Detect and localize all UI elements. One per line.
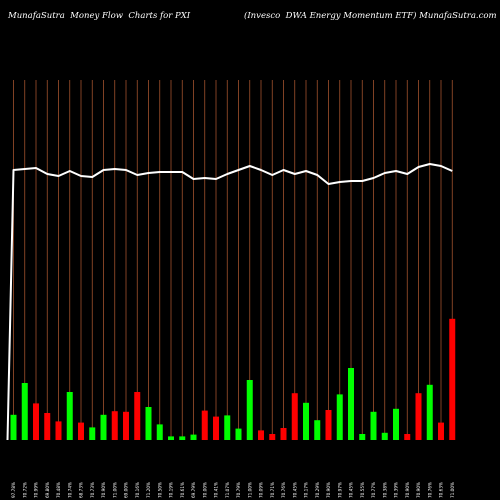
x-tick-label: 70.72%: [22, 482, 27, 498]
money-flow-bar: [33, 403, 39, 440]
money-flow-bar: [235, 428, 242, 440]
money-flow-bar: [213, 416, 219, 440]
x-tick-label: 70.09%: [259, 482, 264, 498]
money-flow-bar: [44, 413, 51, 440]
money-flow-bar: [100, 414, 107, 440]
x-tick-label: 70.63%: [439, 482, 444, 498]
x-tick-label: 70.45%: [349, 482, 354, 498]
x-tick-label: 70.77%: [371, 482, 376, 498]
x-tick-label: 70.90%: [405, 482, 410, 498]
money-flow-bar: [123, 411, 129, 440]
money-flow-bar: [325, 410, 332, 440]
money-flow-bar: [201, 410, 208, 440]
x-tick-label: 70.41%: [214, 482, 219, 498]
money-flow-bar: [224, 415, 231, 440]
money-flow-bar: [156, 424, 163, 440]
money-flow-bar: [111, 411, 118, 440]
money-flow-bar: [415, 393, 422, 440]
x-tick-label: 69.79%: [191, 482, 196, 498]
x-tick-label: 70.97%: [337, 482, 342, 498]
x-tick-label: 70.99%: [34, 482, 39, 498]
money-flow-bar: [269, 434, 276, 440]
money-flow-bar: [303, 402, 309, 440]
money-flow-bar: [55, 421, 62, 440]
price-line: [6, 163, 453, 441]
x-tick-label: 70.45%: [292, 482, 297, 498]
money-flow-bar: [426, 384, 433, 440]
money-flow-bar: [336, 394, 343, 440]
x-tick-label: 70.19%: [169, 482, 174, 498]
money-flow-bar: [190, 434, 197, 440]
x-tick-label: 70.39%: [394, 482, 399, 498]
money-flow-bar: [89, 427, 96, 440]
money-flow-bar: [449, 318, 456, 440]
money-flow-bar: [134, 392, 141, 440]
x-tick-label: 71.00%: [112, 482, 117, 498]
money-flow-bar: [246, 380, 253, 440]
x-tick-label: 70.17%: [304, 482, 309, 498]
x-tick-label: 70.16%: [135, 482, 140, 498]
x-tick-label: 69.00%: [124, 482, 129, 498]
money-flow-bar: [438, 422, 444, 440]
money-flow-bar: [314, 420, 321, 440]
money-flow-bar: [10, 414, 17, 440]
x-tick-label: 71.00%: [247, 482, 252, 498]
x-tick-label: 71.00%: [450, 482, 455, 498]
money-flow-bar: [370, 411, 377, 440]
money-flow-bar: [291, 393, 298, 440]
money-flow-bar: [280, 428, 287, 440]
x-tick-label: 70.74%: [67, 482, 72, 498]
x-tick-label: 69.80%: [45, 482, 50, 498]
x-tick-label: 70.00%: [202, 482, 207, 498]
money-flow-bar: [21, 383, 28, 440]
money-flow-bar: [258, 430, 264, 440]
x-tick-label: 70.76%: [281, 482, 286, 498]
x-tick-label: 70.61%: [180, 482, 185, 498]
money-flow-bar: [179, 436, 186, 440]
x-tick-label: 70.90%: [416, 482, 421, 498]
x-tick-label: 70.90%: [326, 482, 331, 498]
money-flow-bar: [404, 434, 411, 440]
money-flow-bar: [381, 432, 388, 440]
x-tick-label: 97.78%: [11, 482, 16, 498]
chart-title-right: (Invesco DWA Energy Momentum ETF) Munafa…: [244, 11, 497, 21]
x-tick-label: 71.07%: [225, 482, 230, 498]
x-tick-label: 70.48%: [56, 482, 61, 498]
x-tick-label: 70.50%: [157, 482, 162, 498]
x-tick-label: 70.73%: [90, 482, 95, 498]
money-flow-bar: [66, 392, 73, 440]
x-tick-label: 68.73%: [79, 482, 84, 498]
x-tick-label: 70.38%: [382, 482, 387, 498]
money-flow-bar: [359, 434, 366, 440]
x-tick-label: 70.55%: [360, 482, 365, 498]
money-flow-bar: [168, 436, 174, 440]
x-tick-label: 70.71%: [270, 482, 275, 498]
x-tick-label: 71.20%: [146, 482, 151, 498]
x-tick-label: 70.90%: [101, 482, 106, 498]
money-flow-bar: [145, 407, 152, 440]
x-tick-label: 70.29%: [315, 482, 320, 498]
x-tick-label: 70.79%: [236, 482, 241, 498]
x-tick-label: 70.76%: [427, 482, 432, 498]
money-flow-bar: [78, 422, 84, 440]
money-flow-bar: [393, 408, 399, 440]
money-flow-bar: [348, 368, 354, 440]
chart-title-left: MunafaSutra Money Flow Charts for PXI: [8, 11, 191, 21]
